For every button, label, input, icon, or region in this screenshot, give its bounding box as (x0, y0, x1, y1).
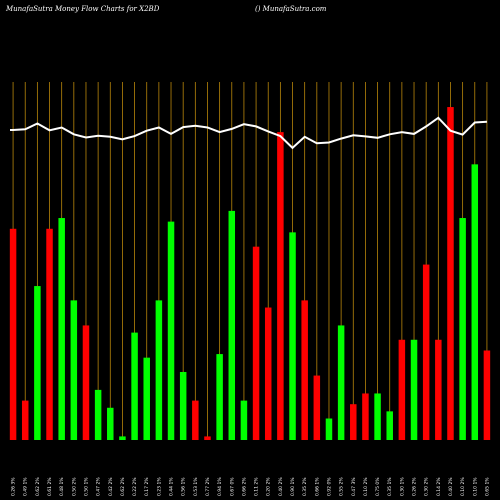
bar (34, 286, 41, 440)
bar (301, 300, 308, 440)
x-tick-label: 0.22 2% (132, 477, 138, 496)
x-tick-label: 0.40 2% (278, 477, 284, 496)
chart-title: MunafaSutra Money Flow Charts for X2BD (6, 5, 160, 13)
x-tick-label: 0.47 3% (351, 477, 357, 496)
x-tick-label: 0.47 2% (96, 477, 102, 496)
bar (422, 264, 430, 440)
bar (167, 221, 175, 440)
bars (9, 107, 491, 440)
bar (447, 107, 454, 440)
bar (94, 389, 102, 440)
x-tick-label: 0.17 2% (144, 477, 150, 496)
price-line (10, 116, 487, 150)
bar (46, 228, 53, 440)
bar (386, 411, 393, 440)
bar (192, 400, 199, 440)
x-tick-label: 0.14 2% (436, 477, 442, 496)
bar (119, 436, 126, 440)
x-tick-label: 0.35 2% (302, 477, 308, 496)
bar (435, 339, 442, 440)
bar (240, 400, 248, 440)
x-tick-label: 0.62 2% (120, 477, 126, 496)
bar (204, 436, 211, 440)
bar (9, 228, 17, 440)
x-tick-label: 0.55 2% (339, 477, 345, 496)
x-tick-label: 0.66 1% (314, 477, 320, 496)
x-tick-label: 0.42 2% (108, 477, 114, 496)
bar (313, 375, 321, 440)
x-tick-labels: 0.26 3% 0.49 1% 0.62 2% 0.61 2% 0.48 1% 0.50 … (11, 477, 491, 496)
bar (82, 325, 90, 440)
bar (410, 339, 418, 440)
bar (131, 332, 138, 440)
bar (350, 404, 357, 440)
x-tick-label: 0.94 1% (217, 477, 223, 496)
bar (70, 300, 78, 440)
bar (289, 232, 296, 440)
bar (252, 246, 260, 440)
x-tick-label: 0.50 2% (71, 477, 77, 496)
bar (337, 325, 345, 440)
x-tick-label: 0.56 1% (181, 477, 187, 496)
x-tick-label: 0.35 1% (387, 477, 393, 496)
bar (216, 354, 223, 440)
x-tick-label: 0.92 0% (326, 477, 332, 496)
bar (179, 371, 187, 440)
bar (325, 418, 333, 440)
x-tick-label: 0.10 1% (472, 477, 478, 496)
x-tick-label: 0.30 2% (424, 477, 430, 496)
x-tick-label: 0.53 1% (193, 477, 199, 496)
x-tick-label: 0.10 2% (363, 477, 369, 496)
x-tick-label: 0.49 1% (23, 477, 29, 496)
bar (277, 132, 284, 440)
bar (264, 307, 272, 440)
x-tick-label: 0.77 2% (205, 477, 211, 496)
bar (374, 393, 381, 440)
bar (483, 350, 491, 440)
bar (58, 218, 65, 440)
x-tick-label: 0.61 2% (47, 477, 53, 496)
bar (143, 357, 150, 440)
x-tick-label: 0.67 0% (229, 477, 235, 496)
x-tick-label: 0.90 1% (290, 477, 296, 496)
x-tick-label: 0.75 0% (375, 477, 381, 496)
bar (398, 339, 406, 440)
x-tick-label: 0.44 1% (169, 477, 175, 496)
chart-credit: () MunafaSutra.com (255, 5, 327, 13)
x-tick-label: 0.26 3% (11, 477, 17, 496)
x-tick-label: 0.10 2% (460, 477, 466, 496)
x-tick-label: 0.23 1% (156, 477, 162, 496)
x-tick-label: 0.50 1% (83, 477, 89, 496)
bar (362, 393, 369, 440)
x-tick-label: 0.20 2% (266, 477, 272, 496)
bar (228, 210, 236, 440)
bar (21, 400, 29, 440)
x-tick-label: 0.30 1% (399, 477, 405, 496)
x-tick-label: 0.65 1% (484, 477, 490, 496)
x-tick-label: 0.48 1% (59, 477, 65, 496)
bar (155, 300, 163, 440)
bar (459, 218, 466, 440)
x-tick-label: 0.26 2% (412, 477, 418, 496)
x-tick-label: 0.40 2% (448, 477, 454, 496)
bar (471, 164, 479, 440)
bar (107, 407, 114, 440)
x-tick-label: 0.62 2% (35, 477, 41, 496)
x-tick-label: 0.11 2% (254, 477, 260, 496)
x-tick-label: 0.66 2% (241, 477, 247, 496)
